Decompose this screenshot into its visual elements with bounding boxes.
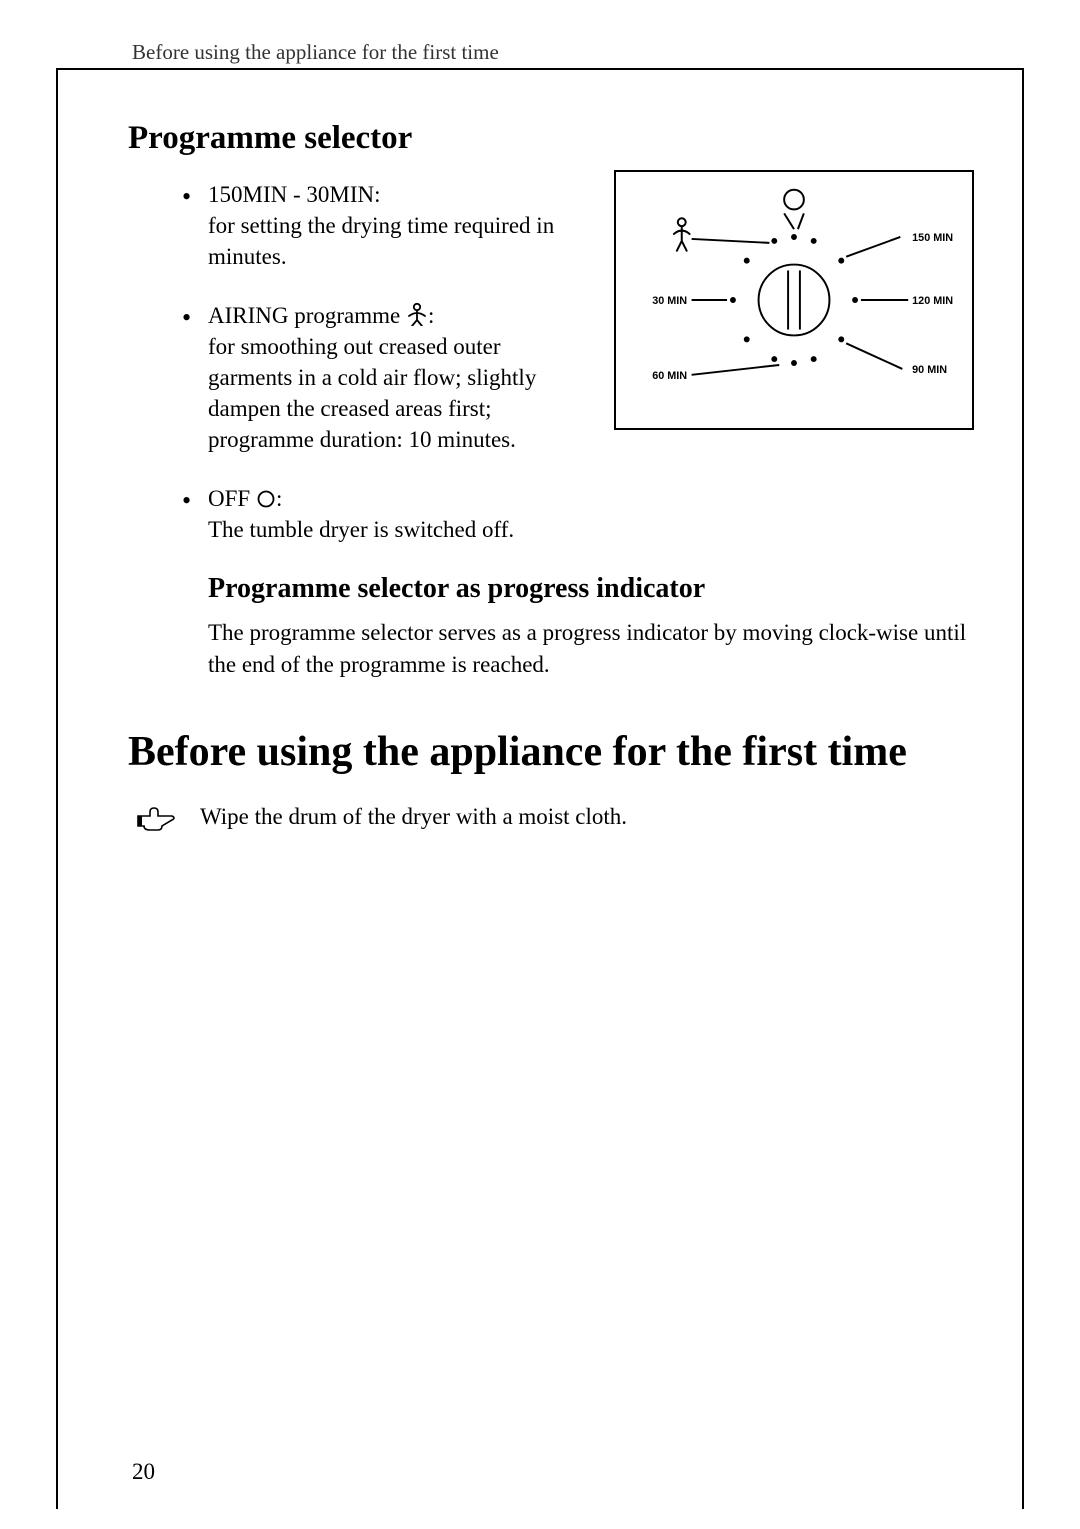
pointing-hand-icon bbox=[136, 806, 176, 834]
airing-icon bbox=[406, 302, 428, 326]
progress-body-text: The programme selector serves as a progr… bbox=[208, 617, 990, 679]
bullet-title: AIRING programme bbox=[208, 303, 406, 328]
page-content: Programme selector 150MIN - 30MIN: for s… bbox=[128, 120, 990, 834]
bullet-time-range: 150MIN - 30MIN: for setting the drying t… bbox=[208, 179, 568, 272]
instruction-text: Wipe the drum of the dryer with a moist … bbox=[200, 804, 627, 830]
heading-progress-indicator: Programme selector as progress indicator bbox=[208, 573, 990, 605]
bullet-body: for setting the drying time required in … bbox=[208, 210, 568, 272]
bullet-airing: AIRING programme : for smoothing out cre… bbox=[208, 300, 568, 455]
instruction-row: Wipe the drum of the dryer with a moist … bbox=[136, 804, 990, 834]
bullet-body: The tumble dryer is switched off. bbox=[208, 514, 990, 545]
heading-programme-selector: Programme selector bbox=[128, 120, 990, 157]
bullet-body: for smoothing out creased outer garments… bbox=[208, 331, 568, 455]
bullet-title: OFF bbox=[208, 486, 256, 511]
bullet-title: 150MIN - 30MIN: bbox=[208, 182, 381, 207]
off-icon bbox=[256, 489, 276, 509]
heading-before-first-use: Before using the appliance for the first… bbox=[128, 728, 990, 776]
page-number: 20 bbox=[132, 1459, 155, 1485]
bullet-title-suffix: : bbox=[428, 303, 434, 328]
running-header: Before using the appliance for the first… bbox=[132, 40, 499, 65]
bullet-off: OFF : The tumble dryer is switched off. bbox=[208, 483, 990, 545]
selector-bullet-list: 150MIN - 30MIN: for setting the drying t… bbox=[208, 179, 990, 545]
bullet-title-suffix: : bbox=[276, 486, 282, 511]
